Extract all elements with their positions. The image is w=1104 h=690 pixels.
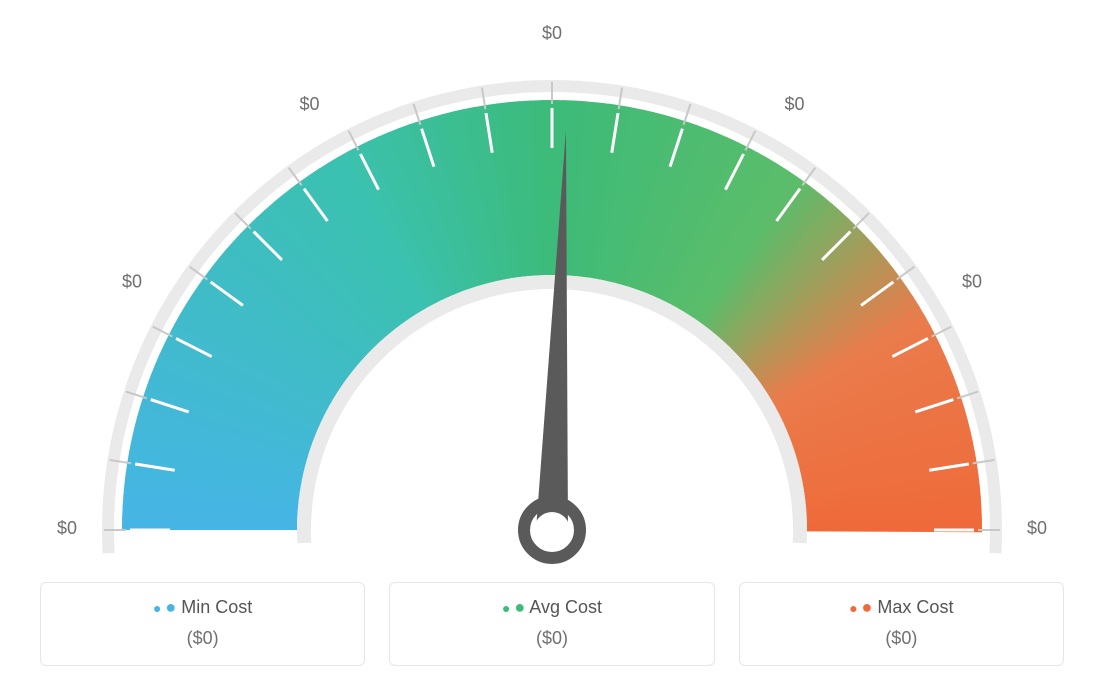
legend-label-avg: ● Avg Cost <box>400 597 703 618</box>
svg-text:$0: $0 <box>57 518 77 538</box>
svg-text:$0: $0 <box>962 272 982 292</box>
svg-text:$0: $0 <box>784 94 804 114</box>
legend-value-max: ($0) <box>750 628 1053 649</box>
legend-label-min: ● Min Cost <box>51 597 354 618</box>
legend-card-min: ● Min Cost ($0) <box>40 582 365 666</box>
svg-text:$0: $0 <box>542 23 562 43</box>
legend-card-avg: ● Avg Cost ($0) <box>389 582 714 666</box>
cost-gauge-widget: $0 $0 $0 $0 $0 $0 $0 ● Min Cost ($0) ● Avg Cos… <box>0 0 1104 690</box>
svg-text:$0: $0 <box>299 94 319 114</box>
legend-row: ● Min Cost ($0) ● Avg Cost ($0) ● Max Co… <box>40 582 1064 666</box>
svg-text:$0: $0 <box>1027 518 1047 538</box>
gauge-chart: $0 $0 $0 $0 $0 $0 $0 <box>22 10 1082 570</box>
legend-label-max: ● Max Cost <box>750 597 1053 618</box>
legend-value-avg: ($0) <box>400 628 703 649</box>
legend-value-min: ($0) <box>51 628 354 649</box>
legend-card-max: ● Max Cost ($0) <box>739 582 1064 666</box>
svg-text:$0: $0 <box>122 272 142 292</box>
